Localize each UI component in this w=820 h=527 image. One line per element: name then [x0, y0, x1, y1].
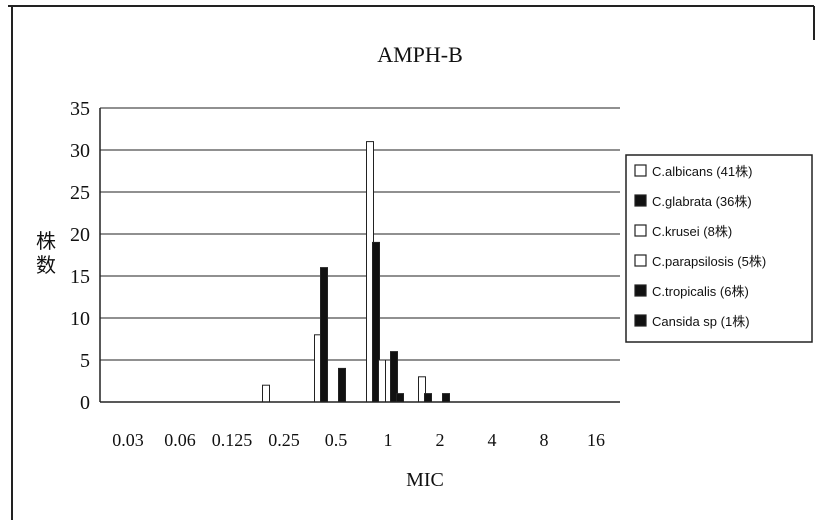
y-tick-label: 5 — [80, 350, 90, 372]
legend-swatch — [634, 284, 647, 297]
legend-swatch — [634, 224, 647, 237]
y-tick-label: 20 — [70, 224, 90, 246]
legend: C.albicans (41株) C.glabrata (36株) C.krusei… — [625, 154, 813, 343]
x-axis-label: MIC — [406, 469, 444, 491]
x-tick-labels: 0.03 0.06 0.125 0.25 0.5 1 2 4 8 16 — [112, 430, 605, 450]
legend-swatch — [634, 254, 647, 267]
bar-2 — [378, 359, 386, 403]
grid-lines — [100, 107, 620, 361]
legend-label: C.tropicalis (6株) — [652, 284, 749, 299]
legend-label: C.glabrata (36株) — [652, 194, 752, 209]
bar-4 — [338, 367, 346, 403]
legend-label: Cansida sp (1株) — [652, 314, 750, 329]
chart-title: AMPH-B — [377, 42, 463, 67]
y-tick-label: 0 — [80, 392, 90, 414]
x-tick-label: 8 — [540, 430, 549, 450]
x-tick-label: 4 — [488, 430, 497, 450]
y-tick-labels: 0 5 10 15 20 25 30 35 — [70, 98, 90, 414]
y-axis-label-char-1: 株 — [36, 230, 56, 253]
y-axis-label-char-2: 数 — [36, 254, 56, 277]
x-tick-label: 0.06 — [164, 430, 196, 450]
x-tick-label: 0.03 — [112, 430, 144, 450]
y-tick-label: 30 — [70, 140, 90, 162]
legend-swatch — [634, 314, 647, 327]
legend-swatch — [634, 194, 647, 207]
x-tick-label: 0.125 — [212, 430, 253, 450]
y-tick-label: 25 — [70, 182, 90, 204]
x-tick-label: 16 — [587, 430, 605, 450]
y-tick-label: 15 — [70, 266, 90, 288]
legend-box — [625, 154, 813, 343]
x-tick-label: 1 — [384, 430, 393, 450]
x-tick-label: 2 — [436, 430, 445, 450]
bar-1 — [320, 267, 328, 403]
bars — [262, 141, 450, 403]
bar-0 — [262, 384, 270, 403]
legend-label: C.parapsilosis (5株) — [652, 254, 766, 269]
bar-4 — [442, 393, 450, 403]
y-tick-label: 10 — [70, 308, 90, 330]
x-tick-label: 0.5 — [325, 430, 348, 450]
legend-swatch — [634, 164, 647, 177]
bar-1 — [424, 393, 432, 403]
legend-label: C.albicans (41株) — [652, 164, 752, 179]
bar-5 — [396, 393, 404, 403]
y-tick-label: 35 — [70, 98, 90, 120]
x-tick-label: 0.25 — [268, 430, 300, 450]
legend-label: C.krusei (8株) — [652, 224, 732, 239]
